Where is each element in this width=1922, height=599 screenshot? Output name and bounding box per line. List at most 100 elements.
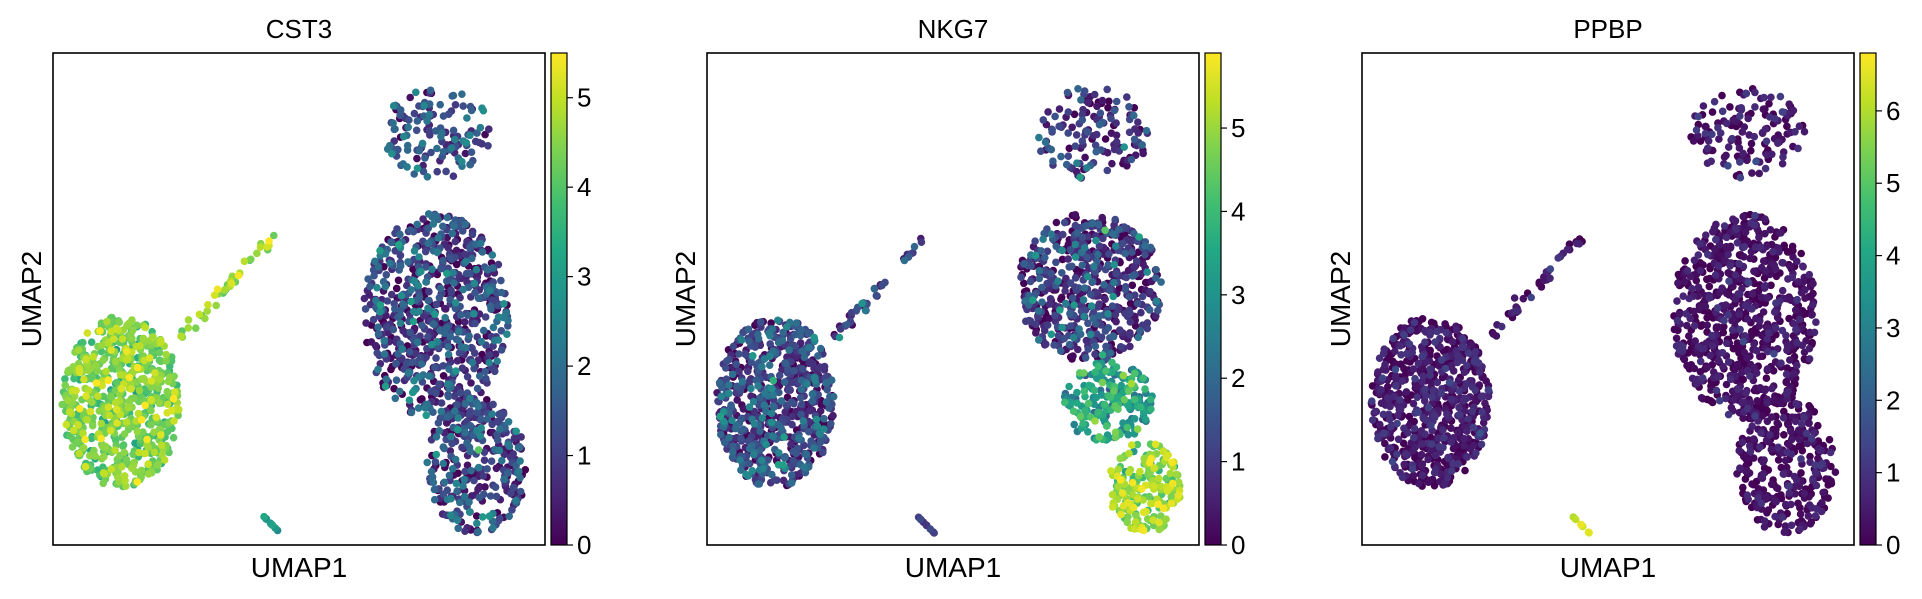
scatter-point	[150, 428, 158, 437]
scatter-point	[452, 479, 461, 488]
scatter-point	[720, 438, 729, 447]
scatter-point	[413, 164, 422, 173]
scatter-point	[404, 123, 413, 132]
scatter-point	[1758, 331, 1766, 340]
scatter-point	[810, 444, 818, 452]
scatter-point	[109, 335, 118, 343]
scatter-point	[120, 448, 128, 457]
colorbar-tick-label: 2	[577, 351, 591, 381]
scatter-point	[1126, 331, 1134, 339]
scatter-point	[112, 324, 120, 333]
scatter-point	[1057, 293, 1066, 302]
scatter-point	[409, 265, 417, 274]
scatter-point	[1065, 340, 1074, 349]
scatter-point	[1435, 362, 1443, 370]
scatter-point	[420, 101, 429, 110]
scatter-point	[1125, 449, 1133, 458]
scatter-point	[717, 430, 725, 439]
scatter-point	[99, 479, 107, 488]
scatter-point	[457, 311, 465, 319]
scatter-point	[433, 167, 442, 176]
scatter-point	[472, 265, 481, 274]
scatter-point	[360, 294, 369, 303]
scatter-point	[1722, 380, 1731, 389]
scatter-point	[463, 114, 471, 122]
scatter-point	[210, 291, 219, 300]
scatter-point	[458, 443, 466, 452]
scatter-point	[1057, 152, 1065, 161]
scatter-point	[1724, 269, 1732, 277]
scatter-point	[404, 258, 412, 266]
scatter-point	[381, 282, 390, 291]
scatter-point	[447, 494, 455, 503]
scatter-point	[437, 264, 445, 273]
colorbar-tick-label: 3	[577, 262, 591, 292]
scatter-point	[101, 442, 110, 451]
scatter-point	[508, 506, 516, 514]
scatter-point	[1781, 456, 1790, 465]
scatter-point	[1754, 287, 1763, 296]
scatter-point	[878, 281, 886, 290]
scatter-point	[408, 358, 416, 367]
scatter-point	[1102, 422, 1111, 430]
scatter-point	[409, 307, 418, 316]
scatter-point	[1099, 234, 1107, 243]
scatter-point	[1051, 311, 1059, 320]
scatter-point	[74, 421, 82, 429]
scatter-point	[1103, 85, 1111, 94]
scatter-point	[486, 302, 495, 310]
scatter-point	[111, 398, 120, 407]
scatter-point	[461, 250, 469, 259]
scatter-point	[1110, 260, 1119, 269]
scatter-point	[412, 126, 421, 135]
scatter-point	[1104, 261, 1112, 269]
scatter-point	[1080, 387, 1089, 396]
scatter-point	[1112, 363, 1121, 371]
scatter-point	[1091, 342, 1100, 351]
scatter-point	[92, 379, 101, 387]
scatter-point	[413, 220, 422, 229]
scatter-point	[441, 314, 450, 322]
scatter-point	[444, 380, 452, 388]
scatter-point	[474, 528, 482, 536]
scatter-point	[82, 392, 90, 400]
scatter-point	[1109, 292, 1117, 301]
scatter-point	[872, 291, 881, 300]
scatter-point	[451, 407, 459, 415]
scatter-point	[1104, 310, 1112, 318]
scatter-point	[455, 327, 463, 335]
scatter-point	[798, 365, 807, 373]
scatter-point	[433, 248, 442, 257]
scatter-point	[435, 427, 444, 435]
scatter-point	[447, 288, 456, 296]
scatter-point	[423, 117, 431, 125]
scatter-point	[1092, 330, 1101, 338]
scatter-point	[1788, 242, 1797, 251]
scatter-point	[460, 492, 469, 501]
scatter-point	[790, 342, 799, 350]
colorbar-tick-label: 1	[577, 441, 591, 471]
scatter-point	[424, 296, 433, 305]
scatter-point	[1034, 336, 1043, 344]
scatter-point	[500, 313, 508, 322]
scatter-point	[1133, 299, 1142, 308]
scatter-point	[745, 377, 754, 386]
scatter-point	[157, 431, 165, 439]
scatter-point	[1035, 133, 1043, 142]
scatter-point	[1381, 439, 1389, 448]
scatter-point	[492, 492, 501, 501]
scatter-point	[1081, 407, 1089, 415]
scatter-point	[1131, 291, 1139, 300]
scatter-point	[410, 376, 418, 385]
scatter-point	[227, 279, 236, 288]
scatter-point	[1703, 275, 1711, 284]
scatter-point	[1748, 480, 1756, 488]
scatter-point	[204, 301, 212, 309]
scatter-point	[1073, 159, 1081, 167]
scatter-point	[796, 394, 805, 402]
scatter-point	[129, 326, 137, 334]
scatter-point	[380, 350, 389, 358]
scatter-point	[1098, 351, 1107, 359]
scatter-point	[104, 339, 113, 347]
scatter-point	[1119, 371, 1128, 380]
